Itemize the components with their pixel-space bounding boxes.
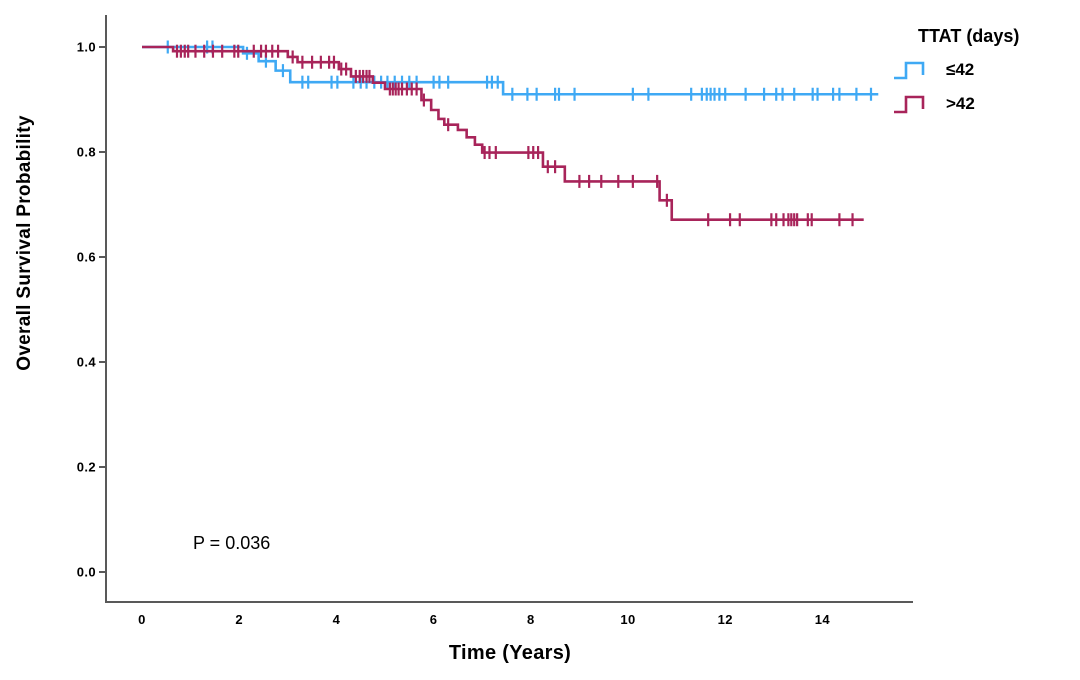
x-tick-label: 4 — [333, 612, 341, 627]
x-tick-label: 12 — [718, 612, 733, 627]
x-tick-label: 10 — [620, 612, 635, 627]
legend-label-gt42: >42 — [946, 94, 975, 113]
x-tick-label: 14 — [815, 612, 831, 627]
km-curve-ttat-gt-42 — [142, 45, 864, 222]
y-axis-title: Overall Survival Probability — [14, 115, 35, 371]
x-tick-label: 2 — [235, 612, 243, 627]
censor-ticks-ttat-gt-42 — [175, 44, 854, 227]
x-tick-label: 6 — [430, 612, 438, 627]
legend-entry-le42: ≤42 — [892, 53, 1019, 87]
legend-label-le42: ≤42 — [946, 60, 975, 79]
step-line-icon-le42 — [894, 61, 925, 80]
y-tick-label: 0.8 — [77, 145, 96, 160]
y-tick-label: 0.0 — [77, 565, 96, 580]
y-tick-label: 0.6 — [77, 250, 96, 265]
y-tick-label: 0.4 — [77, 355, 97, 370]
legend-entry-gt42: >42 — [892, 87, 1019, 121]
y-tick-label: 0.2 — [77, 460, 96, 475]
km-curve-ttat-le-42 — [142, 45, 879, 96]
x-tick-label: 0 — [138, 612, 146, 627]
p-value-annotation: P = 0.036 — [193, 533, 271, 553]
x-tick-label: 8 — [527, 612, 535, 627]
legend: TTAT (days) ≤42 >42 — [892, 26, 1019, 121]
y-tick-label: 1.0 — [77, 40, 96, 55]
legend-title: TTAT (days) — [918, 26, 1020, 46]
step-line-icon-gt42 — [894, 95, 925, 114]
x-axis-title: Time (Years) — [448, 642, 572, 664]
